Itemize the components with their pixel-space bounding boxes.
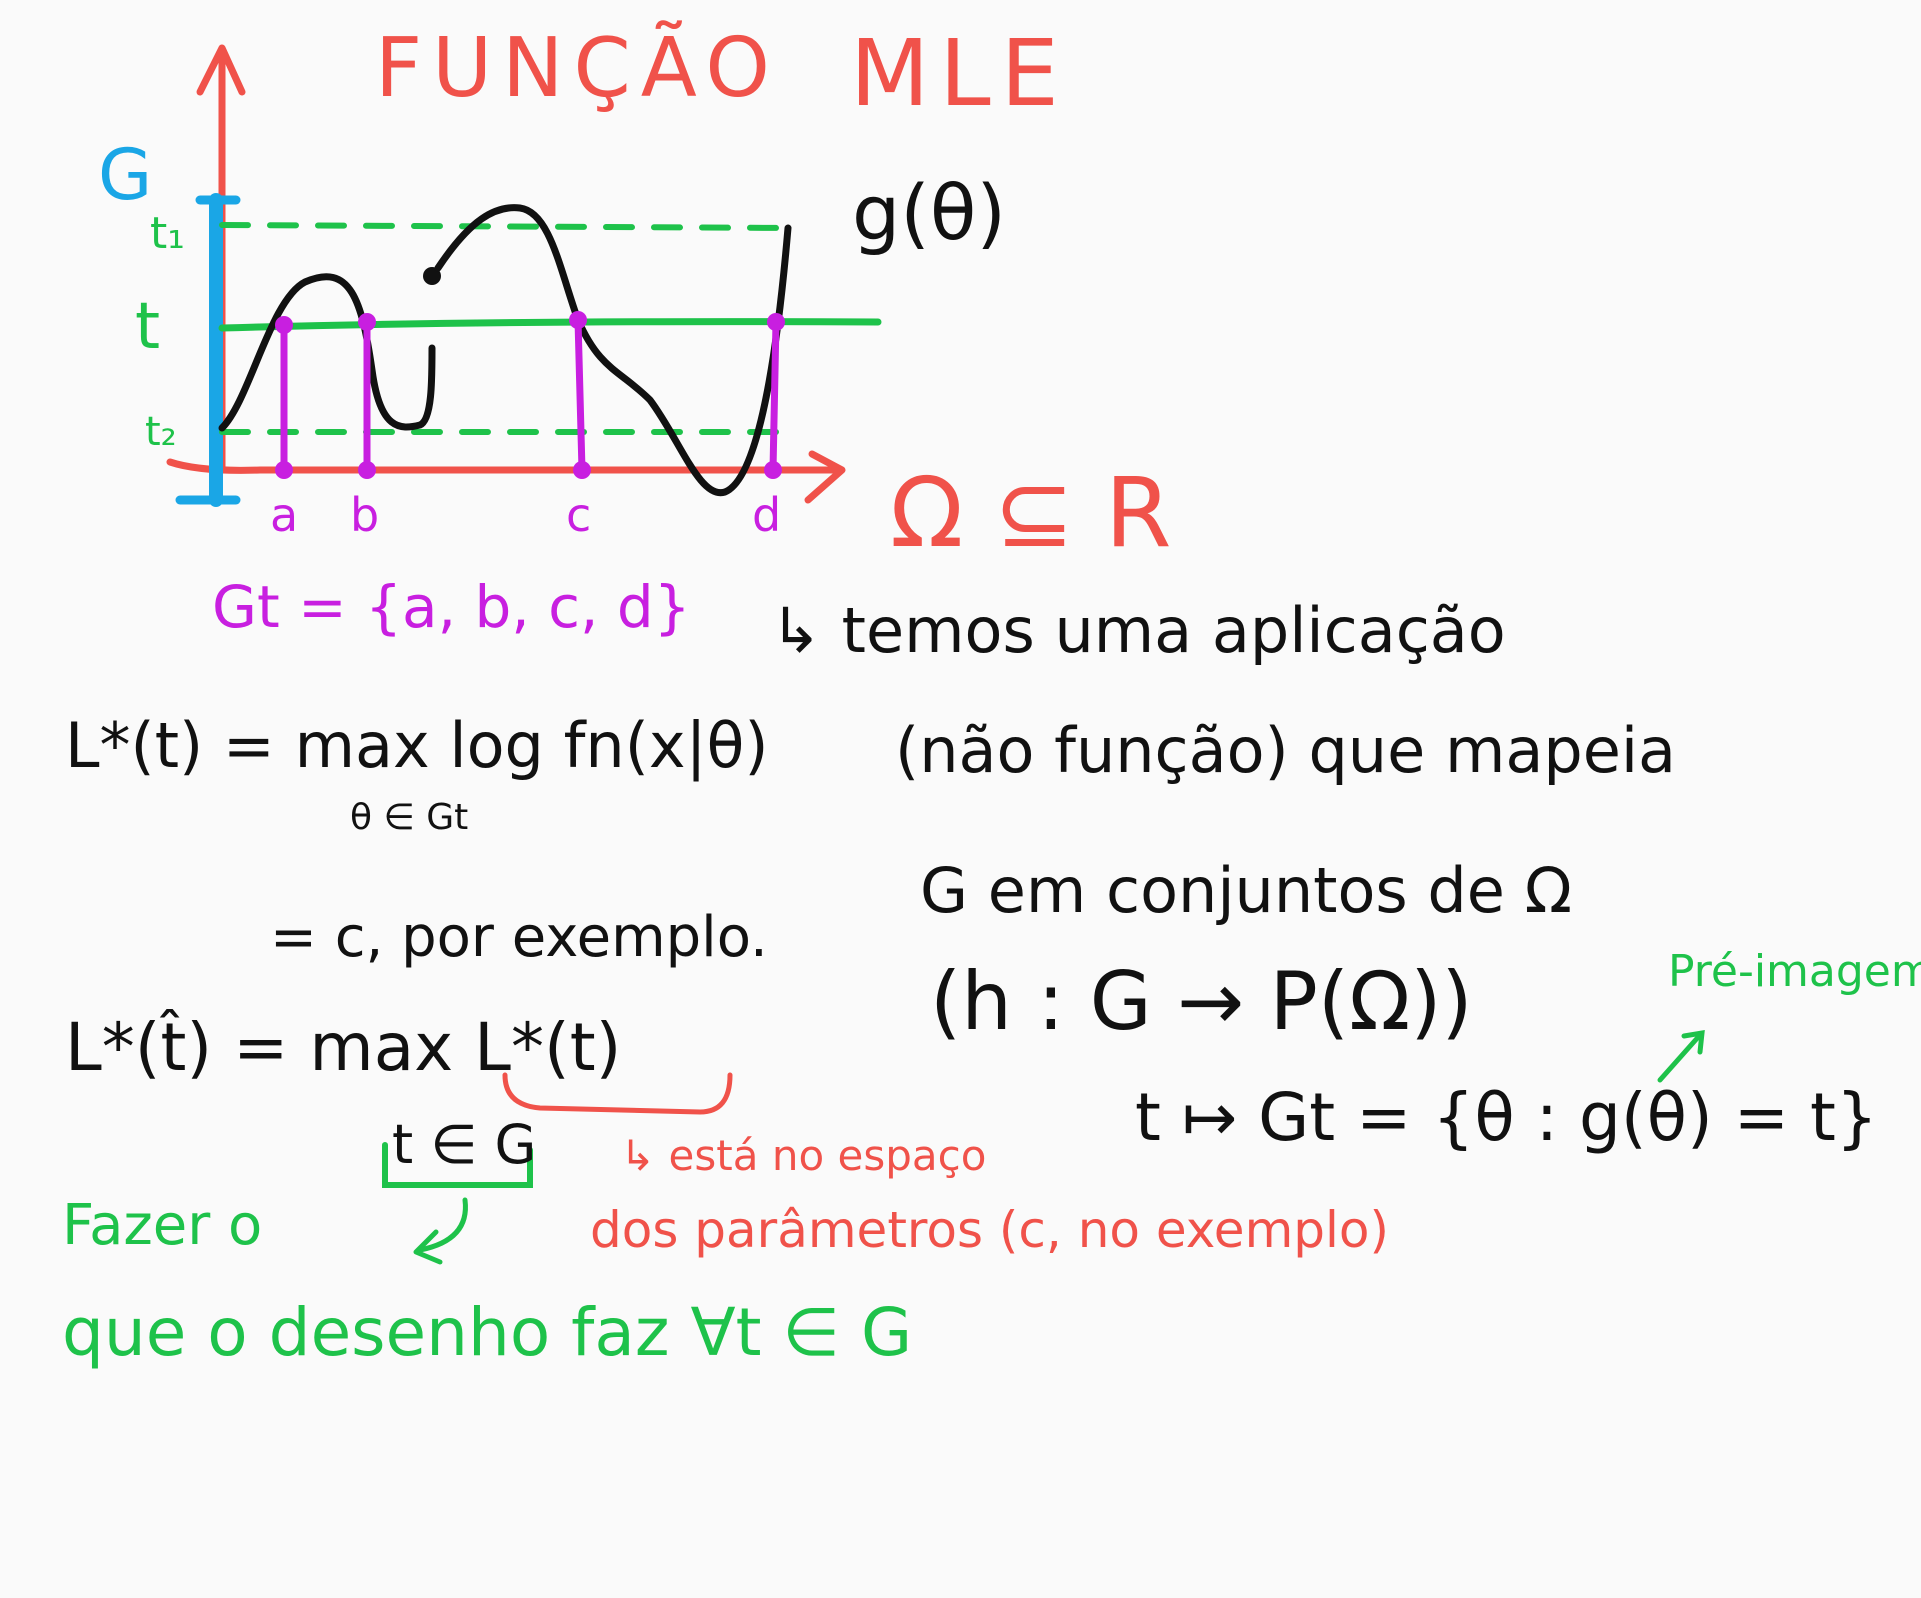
- explanation-line-1: ↳ temos uma aplicação: [770, 594, 1506, 667]
- curve-discontinuity-dot: [423, 267, 441, 285]
- formula-lstar-hat: L*(t̂) = max L*(t): [65, 1009, 622, 1086]
- y-axis-label-g: G: [98, 134, 153, 216]
- x-axis-arrowhead: [804, 450, 846, 504]
- preimage-dots: [275, 311, 785, 479]
- green-note-line-2: que o desenho faz ∀t ∈ G: [62, 1294, 913, 1371]
- explanation-line-2: (não função) que mapeia: [895, 714, 1677, 787]
- green-curved-arrow: [417, 1197, 468, 1253]
- explanation-line-4: (h : G → P(Ω)): [930, 955, 1473, 1048]
- title-funcao: FUNÇÃO: [375, 21, 780, 116]
- y-axis-arrowhead: [196, 44, 246, 96]
- level-line-t1: [219, 222, 791, 231]
- title-mle: MLE: [850, 20, 1069, 127]
- omega-subset-r: Ω ⊆ R: [890, 457, 1172, 569]
- set-definition: Gt = {a, b, c, d}: [212, 573, 691, 641]
- x-axis: [166, 458, 844, 474]
- preimage-markers: [280, 316, 780, 474]
- curve-label: g(θ): [852, 168, 1007, 257]
- t1-label: t₁: [150, 208, 185, 259]
- green-note-line-1: Fazer o: [62, 1193, 263, 1258]
- formula-lstar-t: L*(t) = max log fn(x|θ): [65, 709, 769, 782]
- formula-equals-c: = c, por exemplo.: [270, 905, 768, 970]
- red-note-line-2: dos parâmetros (c, no exemplo): [590, 1201, 1389, 1259]
- green-arrowhead: [413, 1229, 443, 1265]
- curve-g-theta-right: [434, 204, 792, 497]
- curve-g-theta: [218, 273, 436, 432]
- formula-lstar-t-subscript: θ ∈ Gt: [350, 797, 469, 838]
- explanation-line-3: G em conjuntos de Ω: [920, 854, 1572, 927]
- preimage-label: Pré-imagem: [1668, 946, 1921, 997]
- preimage-arrow: [1657, 1032, 1703, 1083]
- point-a: a: [270, 488, 299, 542]
- explanation-line-5: t ↦ Gt = {θ : g(θ) = t}: [1135, 1079, 1878, 1156]
- preimage-arrowhead: [1681, 1029, 1705, 1055]
- t2-label: t₂: [145, 409, 177, 455]
- green-bracket: [382, 1142, 533, 1188]
- formula-lstar-hat-subscript: t ∈ G: [392, 1113, 537, 1176]
- point-c: c: [566, 488, 592, 542]
- point-b: b: [350, 488, 380, 542]
- red-note-line-1: ↳ está no espaço: [620, 1131, 987, 1180]
- t-label: t: [135, 290, 161, 364]
- red-underbrace: [502, 1072, 733, 1115]
- point-d: d: [752, 488, 782, 542]
